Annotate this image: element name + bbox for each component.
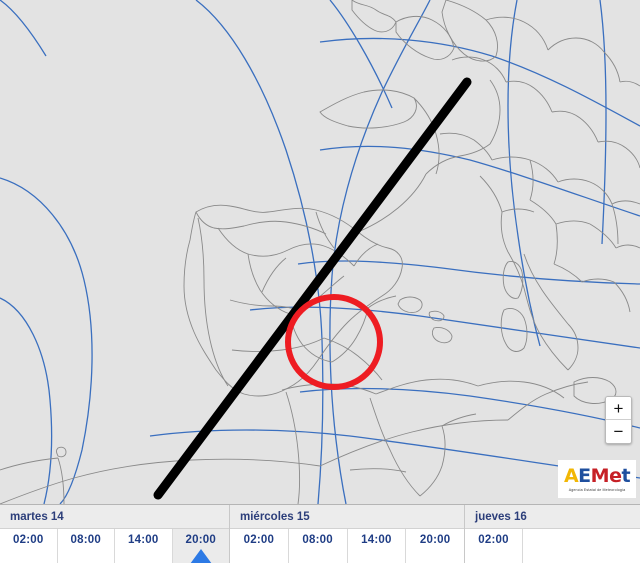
- timeline-hour-label: 02:00: [243, 534, 275, 546]
- timeline-hours-row: 02:00: [465, 529, 640, 563]
- aemet-letter-m: M: [590, 464, 610, 487]
- timeline-hour-label: 14:00: [361, 534, 392, 546]
- aemet-logo: AEMet Agencia Estatal de Meteorología: [558, 460, 636, 498]
- timeline-hour-cell[interactable]: 14:00: [115, 529, 173, 563]
- aemet-wordmark: AEMet: [563, 464, 631, 487]
- timeline-hour-cell[interactable]: 20:00: [406, 529, 464, 563]
- aemet-letter-a: A: [563, 464, 579, 487]
- timeline-hour-label: 02:00: [478, 534, 509, 546]
- timeline-hour-cell[interactable]: 02:00: [465, 529, 523, 563]
- timeline-day-block: jueves 16 02:00: [465, 505, 640, 563]
- zoom-control[interactable]: + −: [605, 396, 632, 444]
- aemet-letter-e: E: [578, 464, 591, 487]
- map-canvas: [0, 0, 640, 504]
- timeline-hour-label: 08:00: [302, 534, 333, 546]
- aemet-letter-t: t: [621, 464, 631, 487]
- aemet-subtitle: Agencia Estatal de Meteorología: [568, 487, 626, 492]
- selected-time-marker: [189, 549, 212, 563]
- zoom-in-button[interactable]: +: [606, 397, 631, 420]
- timeline-hour-label: 08:00: [70, 534, 101, 546]
- timeline-day-label: jueves 16: [465, 505, 640, 529]
- timeline-hour-cell[interactable]: 02:00: [0, 529, 58, 563]
- timeline-day-block: martes 14 02:00 08:00 14:00 20:00: [0, 505, 230, 563]
- timeline-day-block: miércoles 15 02:00 08:00 14:00 20:00: [230, 505, 465, 563]
- timeline-hour-cell[interactable]: 02:00: [230, 529, 289, 563]
- timeline-hour-cell[interactable]: 08:00: [58, 529, 115, 563]
- aemet-letter-e2: e: [609, 464, 622, 487]
- timeline-day-label: martes 14: [0, 505, 229, 529]
- timeline-hours-row: 02:00 08:00 14:00 20:00: [230, 529, 464, 563]
- timeline-hour-cell-active[interactable]: 20:00: [172, 529, 229, 563]
- timeline-hour-cell-empty: [523, 529, 640, 563]
- timeline-hour-cell[interactable]: 08:00: [289, 529, 348, 563]
- timeline-hour-label: 14:00: [128, 534, 159, 546]
- timeline-hour-cell[interactable]: 14:00: [348, 529, 407, 563]
- forecast-timeline[interactable]: martes 14 02:00 08:00 14:00 20:00 miérco…: [0, 504, 640, 563]
- timeline-hour-label: 20:00: [185, 534, 216, 546]
- timeline-hour-label: 20:00: [419, 534, 451, 546]
- map-viewport[interactable]: + − AEMet Agencia Estatal de Meteorologí…: [0, 0, 640, 504]
- timeline-day-label: miércoles 15: [230, 505, 464, 529]
- timeline-hour-label: 02:00: [13, 534, 44, 546]
- timeline-hours-row: 02:00 08:00 14:00 20:00: [0, 529, 229, 563]
- zoom-out-button[interactable]: −: [606, 420, 631, 443]
